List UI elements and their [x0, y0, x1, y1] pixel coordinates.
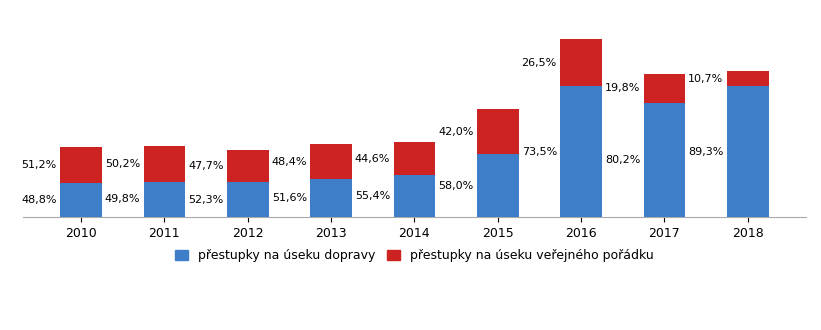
Bar [310, 179, 352, 217]
Text: 48,4%: 48,4% [272, 157, 307, 167]
Text: 51,2%: 51,2% [21, 160, 57, 170]
Bar [60, 183, 102, 217]
Text: 26,5%: 26,5% [521, 58, 557, 68]
Text: 44,6%: 44,6% [355, 154, 390, 164]
Bar [560, 39, 602, 86]
Bar [227, 150, 268, 182]
Text: 58,0%: 58,0% [438, 181, 474, 191]
Bar [727, 71, 768, 86]
Text: 42,0%: 42,0% [438, 127, 474, 137]
Text: 89,3%: 89,3% [688, 147, 723, 157]
Legend: přestupky na úseku dopravy, přestupky na úseku veřejného pořádku: přestupky na úseku dopravy, přestupky na… [170, 245, 658, 267]
Text: 51,6%: 51,6% [272, 193, 307, 203]
Text: 50,2%: 50,2% [105, 159, 140, 169]
Text: 49,8%: 49,8% [105, 194, 140, 204]
Bar [144, 182, 186, 217]
Bar [644, 103, 686, 217]
Bar [60, 148, 102, 183]
Bar [560, 86, 602, 217]
Bar [393, 142, 435, 176]
Text: 48,8%: 48,8% [21, 195, 57, 205]
Text: 10,7%: 10,7% [688, 74, 723, 83]
Bar [310, 144, 352, 179]
Bar [393, 176, 435, 217]
Text: 19,8%: 19,8% [605, 83, 640, 93]
Text: 80,2%: 80,2% [605, 155, 640, 165]
Bar [727, 86, 768, 217]
Bar [477, 109, 519, 154]
Text: 55,4%: 55,4% [355, 191, 390, 201]
Bar [144, 146, 186, 182]
Text: 73,5%: 73,5% [521, 147, 557, 157]
Text: 47,7%: 47,7% [188, 161, 223, 171]
Text: 52,3%: 52,3% [188, 195, 223, 205]
Bar [477, 154, 519, 217]
Bar [227, 182, 268, 217]
Bar [644, 74, 686, 103]
